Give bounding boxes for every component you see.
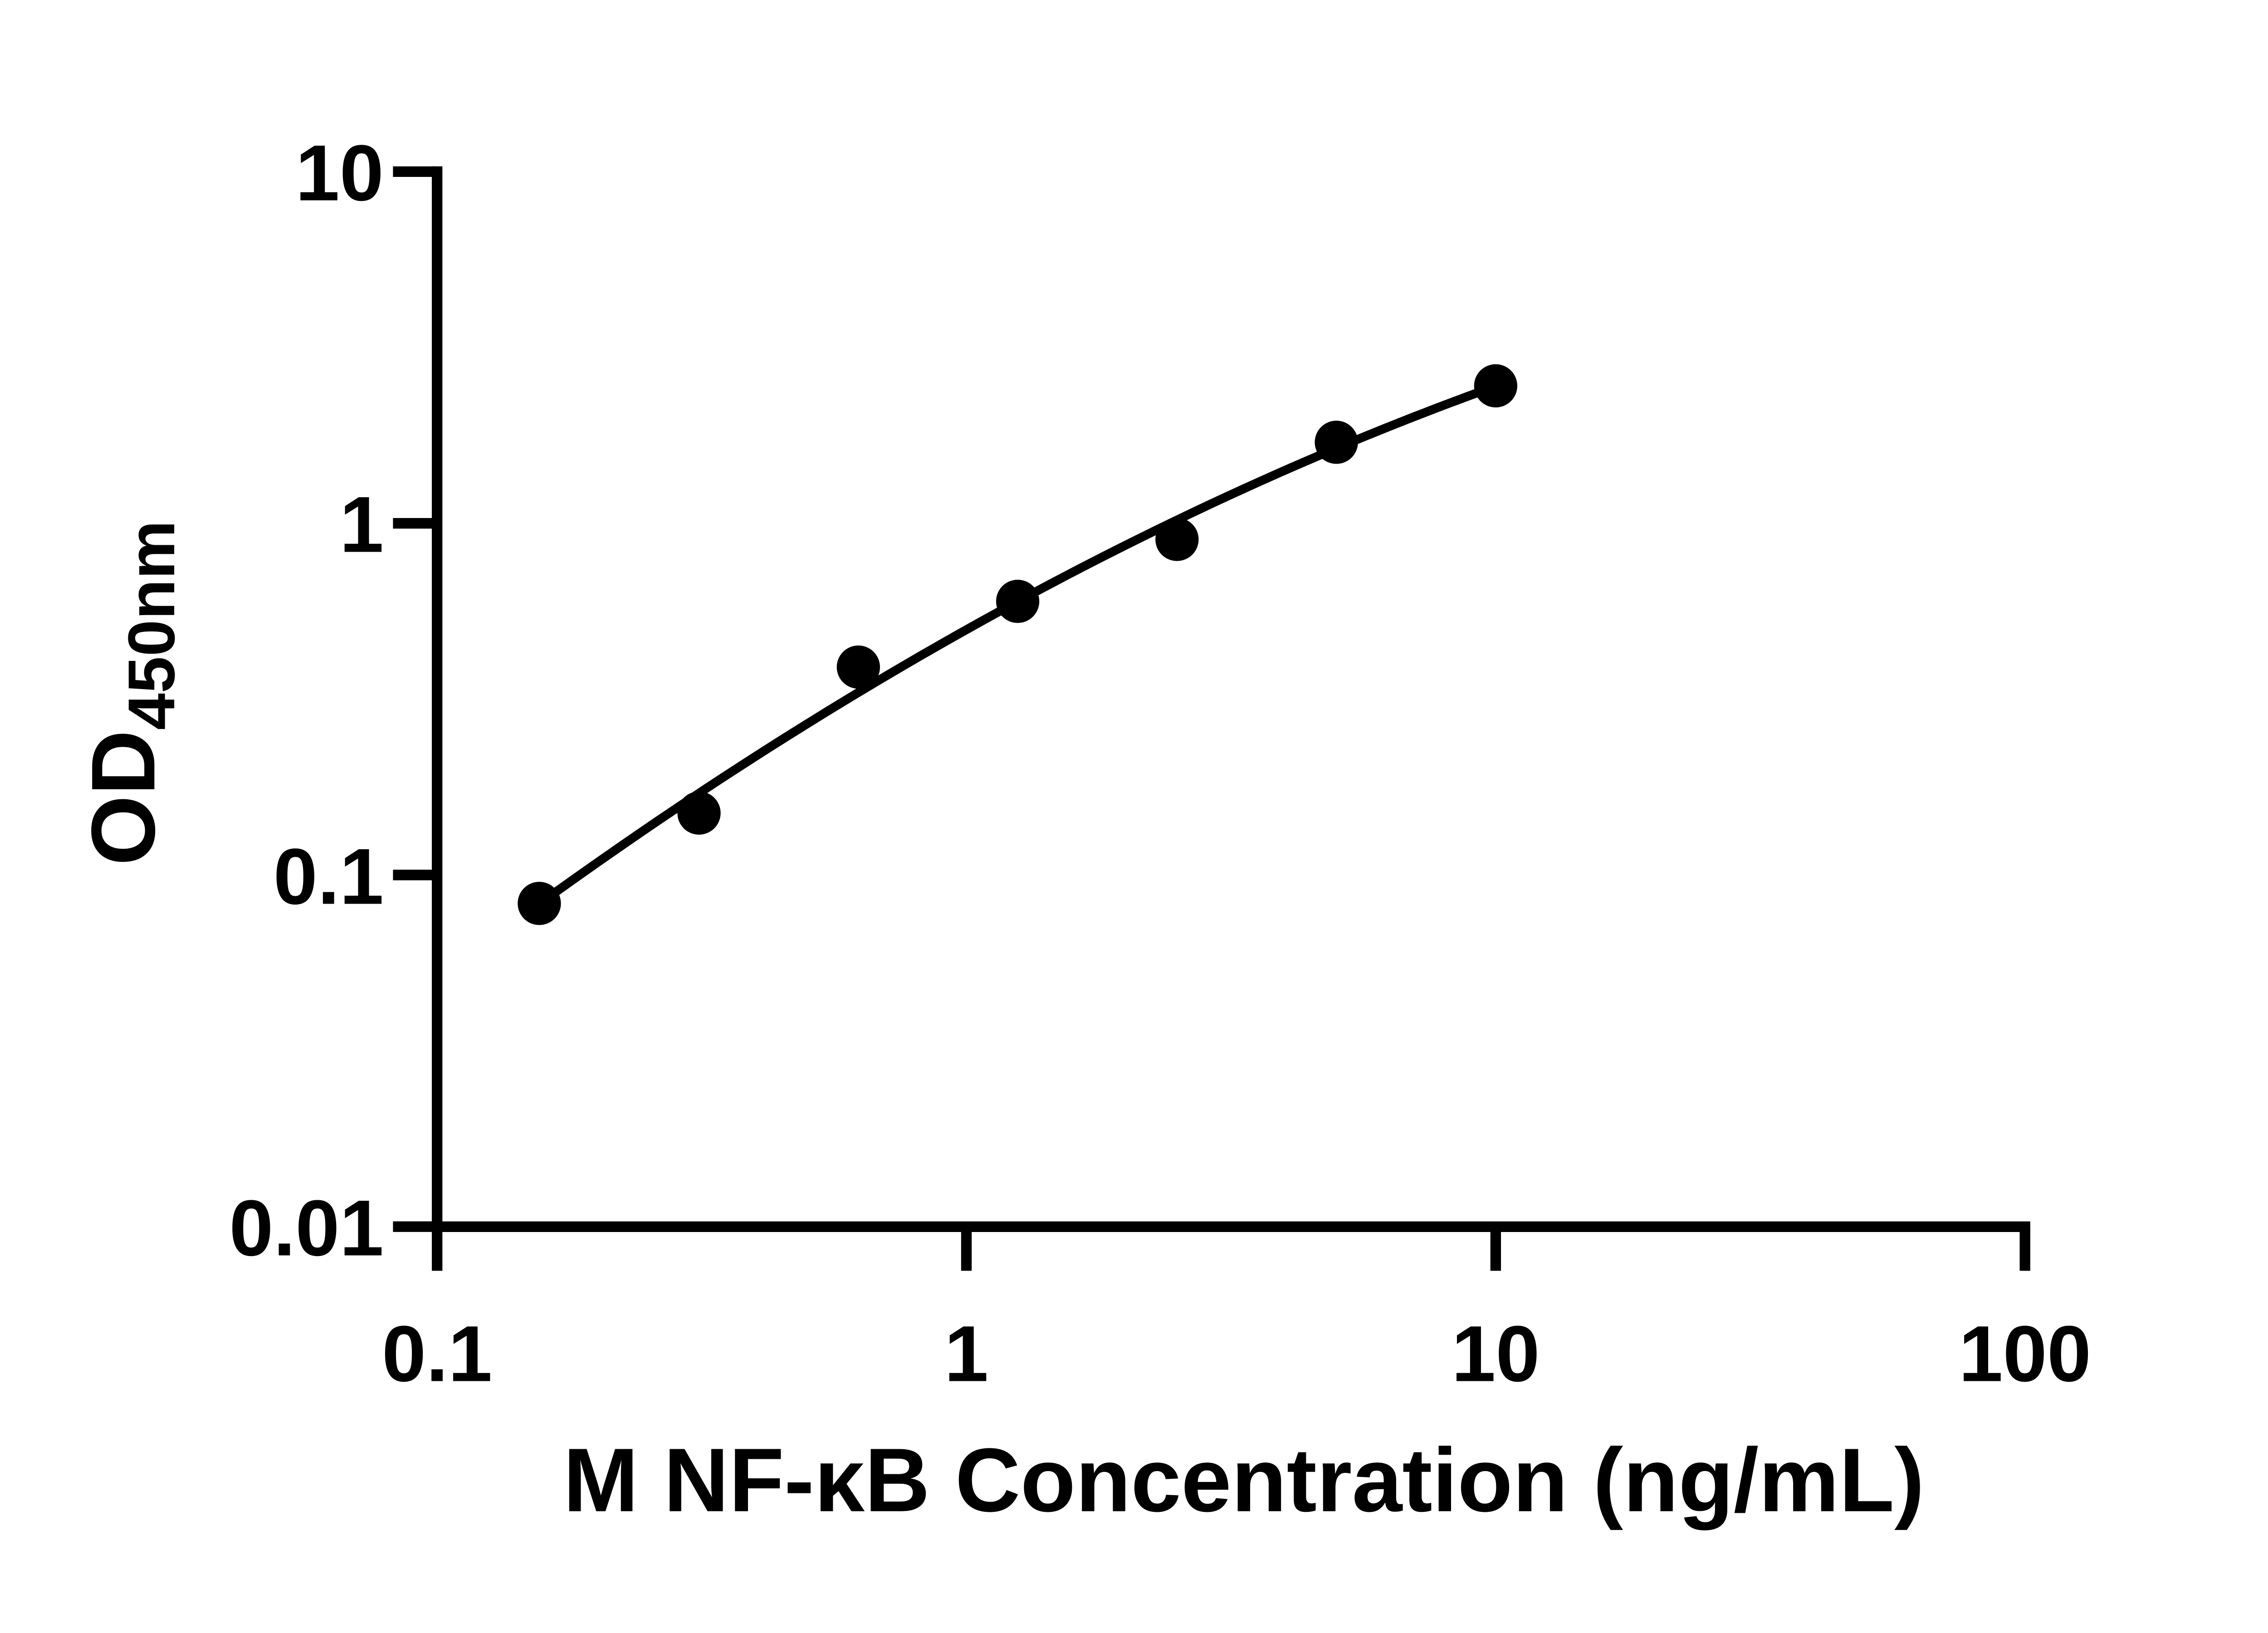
data-point	[1315, 420, 1358, 464]
y-axis-title-subscript: 450nm	[114, 520, 188, 730]
data-point	[836, 645, 880, 689]
x-tick-label-1: 1	[944, 1310, 988, 1398]
data-point	[1474, 364, 1518, 408]
y-tick-labels: 10 1 0.1 0.01	[229, 129, 384, 1273]
data-point	[1155, 518, 1199, 561]
data-points	[518, 364, 1518, 925]
x-tick-label-10: 10	[1452, 1310, 1540, 1398]
data-point	[518, 882, 561, 925]
x-axis-title: M NF-κB Concentration (ng/mL)	[563, 1430, 1925, 1531]
y-axis-title-main: OD	[73, 730, 174, 865]
y-axis-title: OD450nm	[73, 520, 188, 865]
y-tick-label-0.01: 0.01	[229, 1184, 384, 1273]
x-tick-labels: 0.1 1 10 100	[382, 1310, 2091, 1398]
y-tick-label-1: 1	[340, 481, 384, 569]
data-point	[996, 580, 1040, 623]
x-tick-label-100: 100	[1959, 1310, 2091, 1398]
axes	[393, 166, 2030, 1271]
x-tick-label-0.1: 0.1	[382, 1310, 492, 1398]
y-tick-label-10: 10	[295, 129, 384, 218]
data-point	[677, 791, 721, 835]
y-tick-label-0.1: 0.1	[274, 833, 384, 921]
